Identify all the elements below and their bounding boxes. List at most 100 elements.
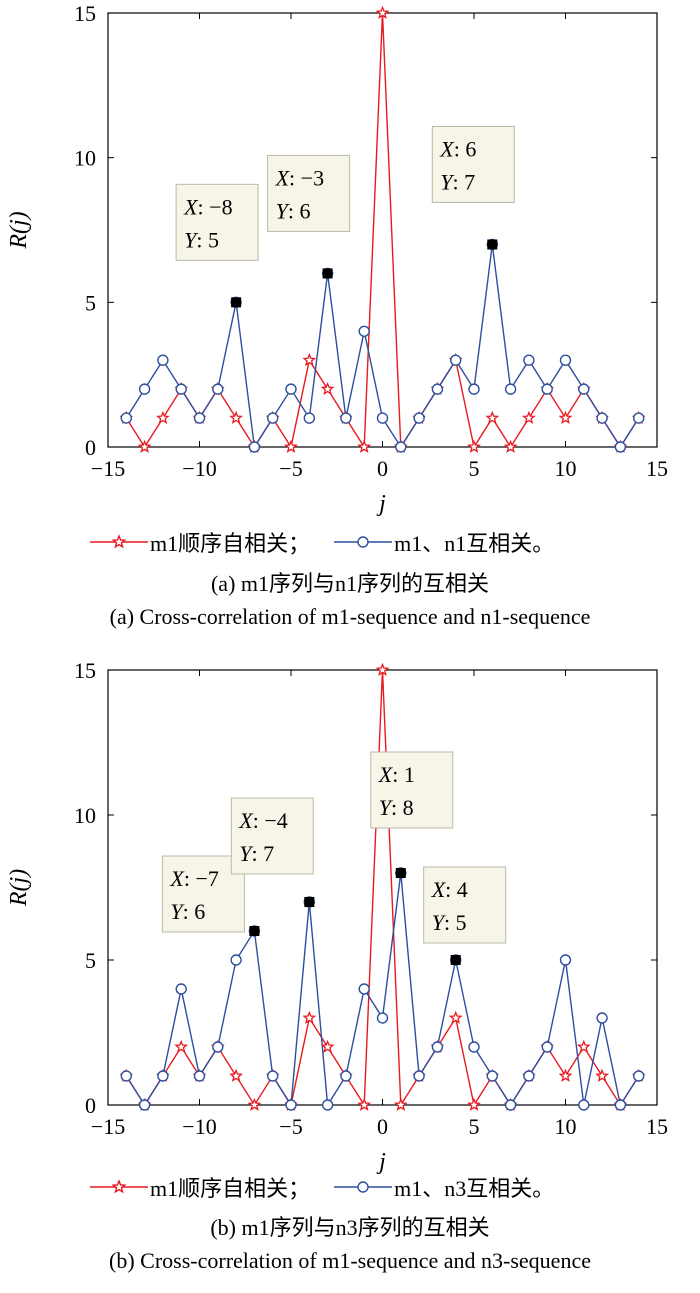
data-point-star: [375, 5, 390, 19]
y-tick-label: 5: [85, 290, 96, 315]
data-point-star: [357, 439, 372, 453]
data-point-circle: [248, 441, 261, 453]
x-axis-label: j: [376, 1149, 386, 1175]
data-point-circle: [523, 354, 535, 366]
datatip-box: [423, 866, 507, 944]
data-point-circle: [175, 983, 187, 995]
datatip-marker: [304, 897, 315, 907]
data-point-star: [467, 1097, 481, 1111]
datatip-y-text: Y: 5: [184, 227, 219, 252]
chart-panel-b: −15 −10 −5 0 5 10 15 0 5 10 15 j R(j) X: −7 Y: 6 X: −4 Y…: [0, 658, 700, 1293]
caption-a-cn: (a) m1序列与n1序列的互相关: [210, 571, 490, 596]
data-point-star: [375, 662, 390, 676]
data-point-circle: [340, 412, 352, 424]
data-point-star: [137, 439, 152, 453]
chart-b-legend: m1顺序自相关； m1、n3互相关。: [88, 1172, 554, 1202]
data-point-circle: [157, 1070, 169, 1082]
data-point-circle: [633, 1070, 645, 1082]
data-point-circle: [431, 1041, 444, 1053]
data-point-circle: [541, 1041, 553, 1053]
data-point-star: [393, 1097, 408, 1111]
data-point-circle: [267, 412, 279, 424]
data-point-circle: [120, 1070, 133, 1082]
data-point-circle: [523, 1070, 535, 1082]
datatip-x-text: X: −7: [169, 866, 218, 891]
datatip-x-text: X: 1: [378, 762, 415, 787]
y-tick-label: 10: [74, 146, 96, 171]
legend-item-autocorr: m1顺序自相关；: [88, 1171, 310, 1203]
data-point-star: [558, 1068, 573, 1082]
caption-a-en: (a) Cross-correlation of m1-sequence and…: [109, 604, 591, 629]
datatip-box: [431, 125, 515, 203]
legend-item-crosscorr: m1、n1互相关。: [332, 526, 554, 558]
data-point-star: [595, 1068, 610, 1082]
datatip-x-text: X: −3: [275, 165, 324, 190]
legend-swatch-star: [90, 1179, 148, 1194]
data-point-circle: [413, 1070, 425, 1082]
data-point-star: [357, 1097, 372, 1111]
data-point-star: [320, 381, 335, 396]
x-tick-label: −5: [279, 1114, 302, 1139]
legend-label-crosscorr: m1、n3互相关。: [394, 1176, 555, 1201]
datatip-x-text: X: 4: [431, 877, 468, 902]
x-tick-label: 0: [377, 456, 388, 481]
legend-swatch-star: [90, 534, 148, 549]
datatip-y-text: Y: 7: [440, 169, 475, 194]
x-tick-label: 5: [469, 1114, 480, 1139]
datatip-y-text: Y: 7: [239, 841, 274, 866]
data-point-circle: [468, 1041, 480, 1053]
data-point-star: [448, 1010, 463, 1024]
data-point-circle: [486, 1070, 498, 1082]
x-tick-label: −15: [91, 456, 125, 481]
data-point-circle: [358, 983, 370, 995]
data-point-circle: [267, 1070, 279, 1082]
y-tick-label: 15: [74, 658, 96, 683]
y-tick-label: 15: [74, 1, 96, 26]
y-tick-label: 5: [85, 948, 96, 973]
data-point-circle: [596, 412, 608, 424]
data-point-circle: [321, 1099, 334, 1111]
x-tick-label: 10: [555, 1114, 577, 1139]
data-point-circle: [633, 412, 645, 424]
data-point-circle: [175, 383, 187, 395]
legend-label-crosscorr: m1、n1互相关。: [394, 531, 555, 556]
data-point-circle: [303, 412, 315, 424]
data-point-circle: [468, 383, 480, 395]
data-point-circle: [614, 441, 627, 453]
data-point-circle: [212, 1041, 224, 1053]
y-axis-label: R(j): [6, 211, 32, 249]
datatip-box: [175, 183, 259, 261]
datatip-y-text: Y: 5: [432, 910, 467, 935]
x-axis-label: j: [376, 491, 386, 517]
chart-panel-a: −15 −10 −5 0 5 10 15 0 5 10 15 j R(j) X: −8 Y: 5 X: −3 Y…: [0, 0, 700, 645]
datatip-box: [267, 154, 351, 232]
data-point-star: [320, 1039, 335, 1053]
datatip-marker: [249, 926, 260, 936]
data-point-circle: [193, 412, 206, 424]
datatip-x-text: X: −8: [183, 194, 232, 219]
datatip-marker: [395, 868, 406, 878]
data-point-star: [503, 439, 518, 453]
data-point-circle: [450, 354, 462, 366]
data-point-circle: [541, 383, 553, 395]
data-point-circle: [504, 383, 517, 395]
data-point-circle: [596, 1012, 608, 1024]
caption-b-en: (b) Cross-correlation of m1-sequence and…: [109, 1248, 591, 1273]
chart-b-plot: −15 −10 −5 0 5 10 15 0 5 10 15 j R(j) X: −7 Y: 6 X: −4 Y…: [6, 658, 668, 1175]
data-point-star: [229, 410, 244, 424]
data-point-circle: [376, 1012, 389, 1024]
x-tick-label: 0: [377, 1114, 388, 1139]
y-tick-label: 10: [74, 803, 96, 828]
x-tick-label: 10: [555, 456, 577, 481]
data-point-star: [229, 1068, 244, 1082]
data-point-circle: [193, 1070, 206, 1082]
data-point-circle: [230, 954, 242, 966]
datatip-box: [370, 751, 454, 829]
data-point-circle: [358, 325, 370, 337]
data-point-star: [558, 410, 573, 424]
chart-a-plot: −15 −10 −5 0 5 10 15 0 5 10 15 j R(j) X: −8 Y: 5 X: −3 Y…: [6, 1, 668, 517]
data-point-circle: [138, 1099, 151, 1111]
data-point-star: [302, 1010, 317, 1024]
data-point-star: [284, 439, 298, 453]
x-tick-label: 15: [646, 456, 668, 481]
